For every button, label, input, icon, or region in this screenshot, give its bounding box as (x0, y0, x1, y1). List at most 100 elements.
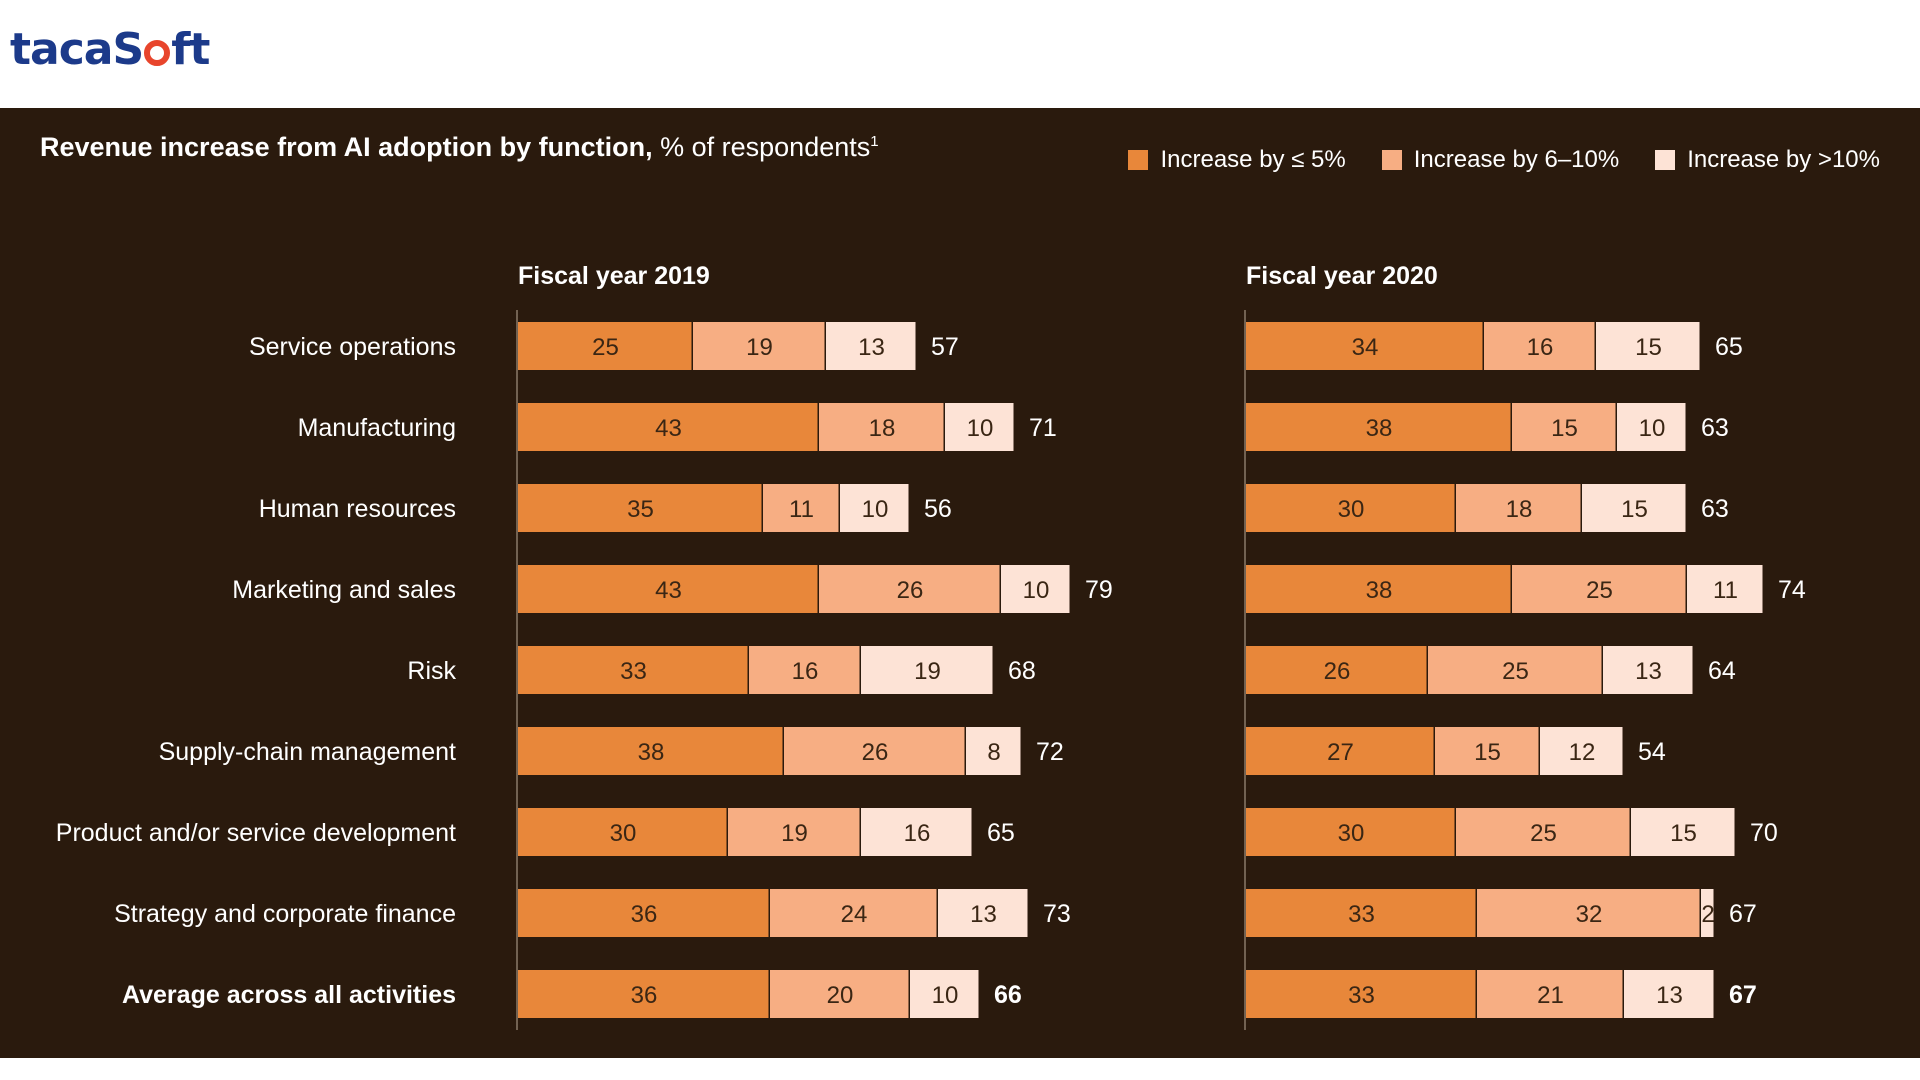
bar-segment (1001, 565, 1070, 613)
segment-value-label: 15 (1474, 739, 1501, 766)
segment-value-label: 15 (1635, 334, 1662, 361)
segment-value-label: 13 (1635, 658, 1662, 685)
segment-value-label: 19 (914, 658, 941, 685)
segment-value-label: 26 (897, 577, 924, 604)
bar-segment (763, 484, 839, 532)
category-label: Product and/or service development (56, 819, 456, 847)
bar-segment (728, 808, 860, 856)
category-label: Strategy and corporate finance (114, 900, 456, 928)
bar-segment (518, 970, 769, 1018)
segment-value-label: 10 (862, 496, 889, 523)
segment-value-label: 24 (841, 901, 868, 928)
category-label: Service operations (249, 333, 456, 361)
segment-value-label: 13 (858, 334, 885, 361)
segment-value-label: 11 (1713, 577, 1738, 604)
bar-segment (770, 970, 909, 1018)
segment-value-label: 16 (1527, 334, 1554, 361)
segment-value-label: 32 (1576, 901, 1603, 928)
total-value-label: 56 (924, 495, 952, 523)
total-value-label: 65 (987, 819, 1015, 847)
chart-title-footnote: 1 (870, 133, 879, 150)
bar-segment (518, 322, 692, 370)
bar-segment (518, 484, 762, 532)
total-value-label: 79 (1085, 576, 1113, 604)
bar-segment (1246, 403, 1511, 451)
total-value-label: 74 (1778, 576, 1806, 604)
segment-value-label: 26 (862, 739, 889, 766)
legend: Increase by ≤ 5% Increase by 6–10% Incre… (1128, 146, 1880, 174)
segment-value-label: 25 (592, 334, 619, 361)
bar-segment (1456, 484, 1581, 532)
bar-segment (518, 646, 748, 694)
bar-segment (819, 403, 944, 451)
segment-value-label: 15 (1551, 415, 1578, 442)
segment-value-label: 13 (970, 901, 997, 928)
bar-segment (966, 727, 1021, 775)
legend-label-mid: Increase by 6–10% (1413, 146, 1620, 173)
total-value-label: 64 (1708, 657, 1736, 685)
segment-value-label: 36 (631, 982, 658, 1009)
segment-value-label: 10 (1023, 577, 1050, 604)
segment-value-label: 33 (1348, 901, 1375, 928)
segment-value-label: 43 (655, 415, 682, 442)
category-label: Marketing and sales (232, 576, 456, 604)
category-label: Manufacturing (298, 414, 456, 442)
segment-value-label: 30 (610, 820, 637, 847)
tacasoft-logo: tacaS ft (10, 24, 210, 75)
segment-value-label: 25 (1502, 658, 1529, 685)
segment-value-label: 16 (904, 820, 931, 847)
bar-segment (518, 403, 818, 451)
segment-value-label: 33 (1348, 982, 1375, 1009)
bar-segment (1246, 646, 1427, 694)
bar-segment (518, 727, 783, 775)
chart-title-main: Revenue increase from AI adoption by fun… (40, 132, 653, 162)
bar-segment (770, 889, 937, 937)
total-value-label: 68 (1008, 657, 1036, 685)
brand-bar: tacaS ft (0, 0, 1920, 108)
bar-segment (1484, 322, 1595, 370)
bar-segment (826, 322, 916, 370)
segment-value-label: 12 (1569, 739, 1596, 766)
bar-segment (784, 727, 965, 775)
total-value-label: 66 (994, 981, 1022, 1009)
category-label: Supply-chain management (159, 738, 456, 766)
panel-title-2020: Fiscal year 2020 (1246, 262, 1438, 290)
bar-segment (1246, 808, 1455, 856)
segment-value-label: 30 (1338, 496, 1365, 523)
stacked-bar-chart: Service operations Manufacturing Human res… (56, 262, 1806, 1030)
segment-value-label: 10 (967, 415, 994, 442)
segment-value-label: 36 (631, 901, 658, 928)
bar-segment (1456, 808, 1630, 856)
bar-segment (861, 646, 993, 694)
segment-value-label: 2 (1701, 901, 1714, 928)
chart-title: Revenue increase from AI adoption by fun… (40, 132, 879, 163)
segment-value-label: 35 (627, 496, 654, 523)
bar-segment (1246, 484, 1455, 532)
segment-value-label: 19 (746, 334, 773, 361)
segment-value-label: 16 (792, 658, 819, 685)
bar-segment (938, 889, 1028, 937)
bar-segment (1687, 565, 1763, 613)
segment-value-label: 13 (1656, 982, 1683, 1009)
bar-segment (861, 808, 972, 856)
total-value-label: 73 (1043, 900, 1071, 928)
bar-segment (1246, 727, 1434, 775)
total-value-label: 72 (1036, 738, 1064, 766)
logo-text-end: ft (171, 24, 210, 75)
bar-segment (1477, 889, 1700, 937)
legend-swatch-high (1655, 150, 1676, 170)
segment-value-label: 38 (1366, 577, 1393, 604)
bar-segment (1540, 727, 1623, 775)
category-label: Risk (407, 657, 456, 685)
segment-value-label: 30 (1338, 820, 1365, 847)
bar-segment (1512, 403, 1616, 451)
bar-segment (1246, 970, 1476, 1018)
segment-value-label: 33 (620, 658, 647, 685)
total-value-label: 63 (1701, 414, 1729, 442)
segment-value-label: 15 (1670, 820, 1697, 847)
bar-segment (1246, 322, 1483, 370)
segment-value-label: 43 (655, 577, 682, 604)
bar-segment (1701, 889, 1714, 937)
segment-value-label: 10 (932, 982, 959, 1009)
bar-segment (1631, 808, 1735, 856)
